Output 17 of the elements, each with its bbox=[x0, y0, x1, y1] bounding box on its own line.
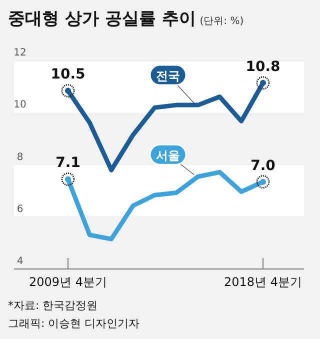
data-label: 7.1 bbox=[56, 155, 80, 172]
data-label: 7.0 bbox=[250, 158, 276, 174]
y-tick-label: 10 bbox=[14, 100, 26, 111]
y-tick-label: 8 bbox=[16, 152, 24, 163]
chart-subtitle: (단위: %) bbox=[200, 16, 244, 27]
data-label: 10.5 bbox=[50, 66, 86, 83]
y-tick-label: 4 bbox=[16, 256, 24, 267]
series-label: 서울 bbox=[156, 148, 180, 163]
y-tick-label: 12 bbox=[14, 48, 26, 59]
chart-title: 중대형 상가 공실률 추이 bbox=[8, 9, 196, 29]
x-tick-label: 2009년 4분기 bbox=[29, 275, 107, 289]
series-label: 전국 bbox=[156, 69, 180, 84]
text: 그래픽: 이승현 디자인기자 bbox=[8, 317, 140, 330]
text: *자료: 한국감정원 bbox=[8, 299, 98, 312]
x-tick-label: 2018년 4분기 bbox=[224, 275, 302, 289]
data-label: 10.8 bbox=[246, 58, 280, 75]
y-tick-label: 6 bbox=[16, 204, 24, 215]
